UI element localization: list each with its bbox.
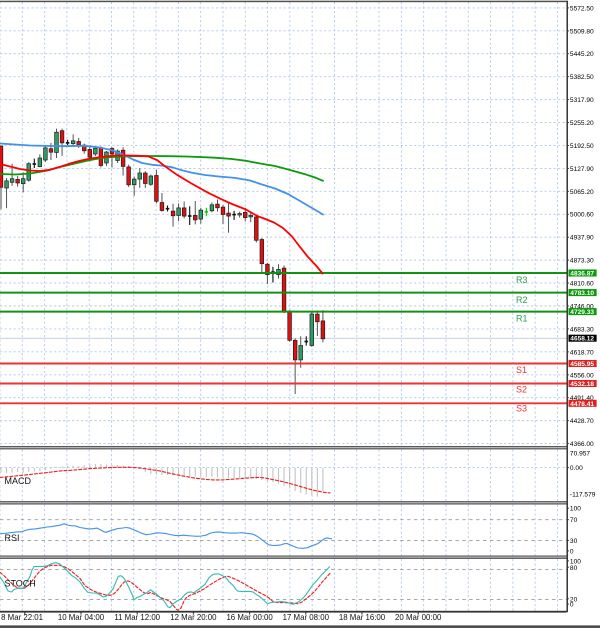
- svg-text:4873.30: 4873.30: [570, 258, 594, 265]
- svg-text:5509.80: 5509.80: [570, 28, 594, 35]
- svg-text:0: 0: [570, 601, 574, 608]
- svg-text:17 Mar 08:00: 17 Mar 08:00: [283, 613, 330, 622]
- svg-text:5255.20: 5255.20: [570, 120, 594, 127]
- svg-text:4428.70: 4428.70: [570, 418, 594, 425]
- svg-text:5382.50: 5382.50: [570, 74, 594, 81]
- svg-text:4585.95: 4585.95: [570, 361, 594, 368]
- svg-text:70: 70: [570, 517, 578, 524]
- svg-text:RSI: RSI: [5, 533, 20, 543]
- svg-text:4729.33: 4729.33: [570, 309, 594, 316]
- svg-text:4491.40: 4491.40: [570, 395, 594, 402]
- svg-text:11 Mar 12:00: 11 Mar 12:00: [114, 613, 160, 622]
- svg-text:S3: S3: [516, 404, 527, 414]
- svg-text:20: 20: [570, 596, 578, 603]
- svg-text:18 Mar 16:00: 18 Mar 16:00: [339, 613, 386, 622]
- svg-text:5572.50: 5572.50: [570, 5, 594, 12]
- svg-text:4366.00: 4366.00: [570, 441, 594, 448]
- svg-text:12 Mar 20:00: 12 Mar 20:00: [170, 613, 217, 622]
- svg-text:R2: R2: [516, 295, 528, 305]
- svg-text:5000.60: 5000.60: [570, 212, 594, 219]
- svg-text:4556.00: 4556.00: [570, 372, 594, 379]
- svg-text:100: 100: [570, 558, 581, 565]
- svg-text:R3: R3: [516, 275, 528, 285]
- svg-text:5192.50: 5192.50: [570, 143, 594, 150]
- svg-text:S1: S1: [516, 365, 527, 375]
- svg-text:-117.579: -117.579: [570, 491, 596, 498]
- svg-text:4836.87: 4836.87: [570, 270, 594, 277]
- svg-text:8 Mar 22:01: 8 Mar 22:01: [1, 613, 43, 622]
- svg-text:10 Mar 04:00: 10 Mar 04:00: [58, 613, 105, 622]
- svg-text:5317.90: 5317.90: [570, 97, 594, 104]
- svg-text:4683.30: 4683.30: [570, 326, 594, 333]
- svg-text:100: 100: [570, 506, 581, 513]
- svg-text:MACD: MACD: [5, 476, 32, 486]
- svg-text:4478.41: 4478.41: [570, 401, 594, 408]
- svg-text:80: 80: [570, 565, 578, 572]
- svg-text:5445.20: 5445.20: [570, 51, 594, 58]
- svg-text:5065.20: 5065.20: [570, 189, 594, 196]
- svg-text:0: 0: [570, 548, 574, 555]
- svg-text:STOCH: STOCH: [5, 578, 36, 588]
- svg-text:30: 30: [570, 538, 578, 545]
- svg-text:R1: R1: [516, 314, 528, 324]
- svg-text:4783.10: 4783.10: [570, 290, 594, 297]
- svg-text:4658.12: 4658.12: [570, 336, 594, 343]
- svg-text:4937.90: 4937.90: [570, 235, 594, 242]
- svg-text:20 Mar 00:00: 20 Mar 00:00: [395, 613, 442, 622]
- svg-text:4746.00: 4746.00: [570, 303, 594, 310]
- svg-text:4532.18: 4532.18: [570, 381, 594, 388]
- svg-text:5127.90: 5127.90: [570, 166, 594, 173]
- svg-text:70.957: 70.957: [570, 450, 590, 457]
- svg-text:16 Mar 00:00: 16 Mar 00:00: [226, 613, 273, 622]
- svg-text:0.00: 0.00: [570, 465, 583, 472]
- svg-text:4810.60: 4810.60: [570, 281, 594, 288]
- svg-text:4618.70: 4618.70: [570, 349, 594, 356]
- svg-text:S2: S2: [516, 385, 527, 395]
